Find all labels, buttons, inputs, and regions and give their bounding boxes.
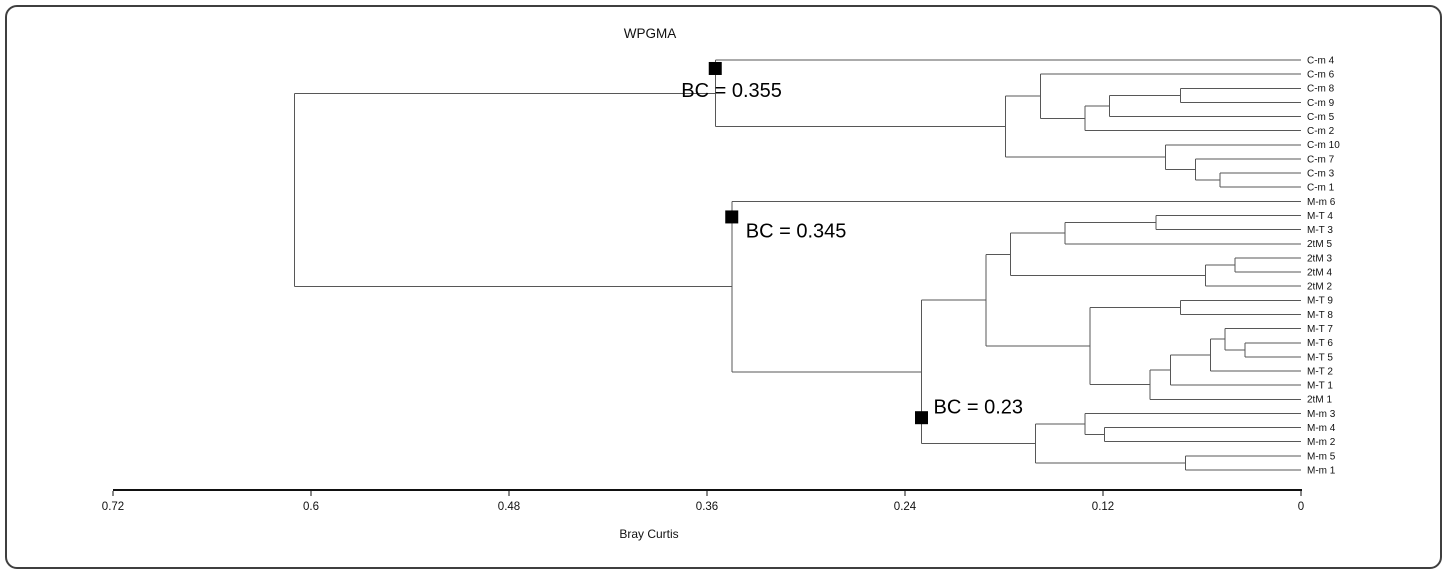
leaf-label: M-T 7 [1307, 324, 1333, 335]
leaf-label: M-m 4 [1307, 423, 1336, 434]
leaf-label: C-m 2 [1307, 126, 1335, 137]
x-axis-tick-label: 0.6 [303, 501, 319, 513]
leaf-label: C-m 8 [1307, 84, 1335, 95]
bc-annotation-label: BC = 0.355 [681, 80, 782, 102]
chart-title: WPGMA [624, 26, 677, 41]
x-axis-tick-label: 0.12 [1092, 501, 1114, 513]
bc-annotation-label: BC = 0.23 [934, 396, 1024, 418]
leaf-label: M-m 2 [1307, 437, 1336, 448]
leaf-label: 2tM 3 [1307, 253, 1332, 264]
leaf-label: M-T 1 [1307, 381, 1333, 392]
leaf-label: C-m 5 [1307, 112, 1335, 123]
leaf-label: C-m 1 [1307, 183, 1335, 194]
x-axis-title: Bray Curtis [619, 527, 678, 541]
leaf-label: C-m 6 [1307, 70, 1335, 81]
leaf-label: 2tM 5 [1307, 239, 1332, 250]
leaf-label: M-T 4 [1307, 211, 1333, 222]
leaf-label: M-T 6 [1307, 338, 1333, 349]
leaf-label: 2tM 1 [1307, 395, 1332, 406]
leaf-label: C-m 3 [1307, 169, 1335, 180]
leaf-label: M-T 3 [1307, 225, 1333, 236]
leaf-label: C-m 7 [1307, 154, 1335, 165]
leaf-label: C-m 10 [1307, 140, 1340, 151]
bc-node-marker [708, 61, 722, 75]
bc-node-marker [725, 210, 739, 224]
bc-node-marker [915, 411, 928, 425]
leaf-label: C-m 9 [1307, 98, 1335, 109]
leaf-label: 2tM 4 [1307, 267, 1332, 278]
leaf-label: M-T 2 [1307, 366, 1333, 377]
x-axis-tick-label: 0.72 [102, 501, 124, 513]
dendrogram-tree: C-m 4C-m 6C-m 8C-m 9C-m 5C-m 2C-m 10C-m … [102, 55, 1340, 513]
leaf-label: M-T 5 [1307, 352, 1333, 363]
x-axis-tick-label: 0 [1298, 501, 1304, 513]
leaf-label: M-m 5 [1307, 451, 1336, 462]
x-axis-tick-label: 0.36 [696, 501, 718, 513]
leaf-label: M-T 9 [1307, 296, 1333, 307]
bc-annotation-label: BC = 0.345 [746, 221, 847, 243]
x-axis-tick-label: 0.24 [894, 501, 917, 513]
leaf-label: M-m 6 [1307, 197, 1336, 208]
x-axis-tick-label: 0.48 [498, 501, 520, 513]
leaf-label: 2tM 2 [1307, 282, 1332, 293]
leaf-label: C-m 4 [1307, 55, 1335, 66]
leaf-label: M-m 3 [1307, 409, 1336, 420]
leaf-label: M-m 1 [1307, 465, 1336, 476]
leaf-label: M-T 8 [1307, 310, 1333, 321]
